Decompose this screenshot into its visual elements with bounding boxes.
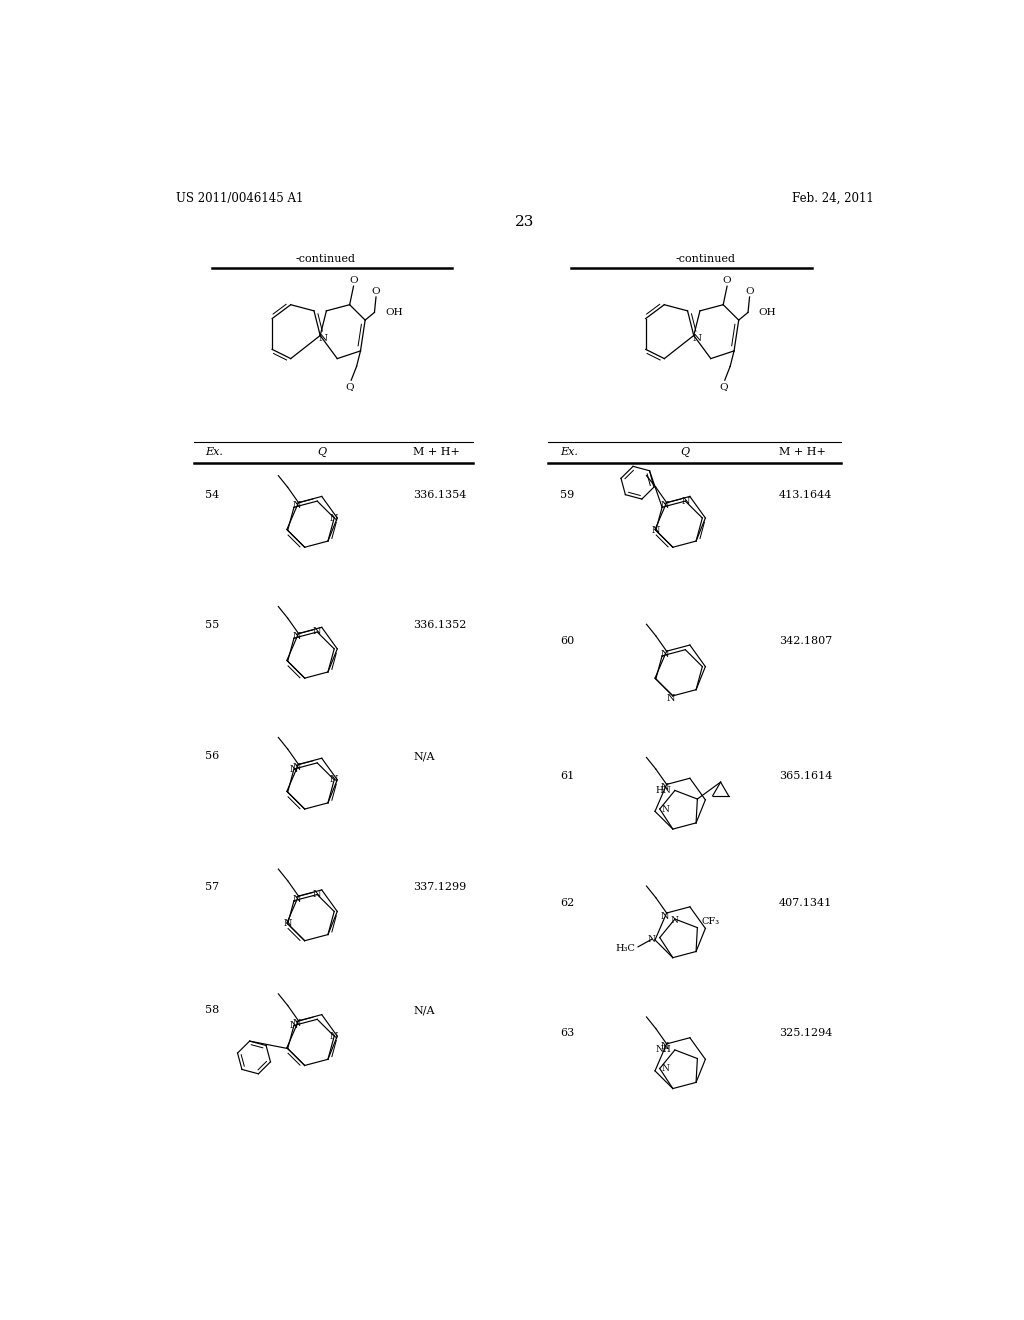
Text: US 2011/0046145 A1: US 2011/0046145 A1	[176, 191, 303, 205]
Text: 55: 55	[206, 620, 220, 631]
Text: N: N	[330, 513, 339, 523]
Text: N/A: N/A	[414, 1006, 435, 1015]
Text: 337.1299: 337.1299	[414, 882, 467, 892]
Text: 54: 54	[206, 490, 220, 499]
Text: N: N	[648, 935, 655, 944]
Text: N: N	[692, 334, 701, 343]
Text: 58: 58	[206, 1006, 220, 1015]
Text: 23: 23	[515, 215, 535, 228]
Text: N: N	[290, 764, 298, 774]
Text: N: N	[662, 804, 669, 813]
Text: N: N	[651, 525, 660, 535]
Text: M + H+: M + H+	[779, 446, 826, 457]
Text: OH: OH	[385, 308, 402, 317]
Text: Q: Q	[719, 381, 727, 391]
Text: 407.1341: 407.1341	[779, 898, 833, 908]
Text: 59: 59	[560, 490, 574, 499]
Text: N: N	[671, 916, 679, 925]
Text: N: N	[293, 895, 301, 904]
Text: N: N	[293, 632, 301, 642]
Text: O: O	[723, 276, 731, 285]
Text: Ex.: Ex.	[560, 446, 579, 457]
Text: 413.1644: 413.1644	[779, 490, 833, 499]
Text: N: N	[662, 1064, 669, 1073]
Text: -continued: -continued	[676, 253, 735, 264]
Text: HN: HN	[655, 785, 671, 795]
Text: N: N	[290, 1020, 298, 1030]
Text: 60: 60	[560, 636, 574, 645]
Text: O: O	[372, 288, 380, 296]
Text: 63: 63	[560, 1028, 574, 1039]
Text: H₃C: H₃C	[615, 944, 635, 953]
Text: O: O	[349, 276, 357, 285]
Text: N: N	[667, 694, 676, 704]
Text: N: N	[313, 890, 322, 899]
Text: 57: 57	[206, 882, 219, 892]
Text: N: N	[660, 649, 670, 659]
Text: N: N	[293, 502, 301, 510]
Text: N: N	[660, 502, 670, 510]
Text: 336.1352: 336.1352	[414, 620, 467, 631]
Text: N: N	[318, 334, 328, 343]
Text: N: N	[660, 783, 670, 792]
Text: O: O	[745, 288, 754, 296]
Text: 56: 56	[206, 751, 220, 762]
Text: N: N	[293, 763, 301, 772]
Text: NH: NH	[655, 1045, 671, 1055]
Text: CF₃: CF₃	[701, 917, 720, 925]
Text: N: N	[660, 1043, 670, 1052]
Text: OH: OH	[759, 308, 776, 317]
Text: N: N	[313, 627, 322, 636]
Text: Ex.: Ex.	[206, 446, 223, 457]
Text: 61: 61	[560, 771, 574, 780]
Text: 62: 62	[560, 898, 574, 908]
Text: Q: Q	[345, 381, 354, 391]
Text: 336.1354: 336.1354	[414, 490, 467, 499]
Text: N: N	[681, 496, 689, 506]
Text: 365.1614: 365.1614	[779, 771, 833, 780]
Text: Feb. 24, 2011: Feb. 24, 2011	[792, 191, 873, 205]
Text: -continued: -continued	[296, 253, 355, 264]
Text: N: N	[330, 1032, 339, 1040]
Text: N: N	[660, 912, 670, 920]
Text: M + H+: M + H+	[414, 446, 460, 457]
Text: Q: Q	[680, 446, 689, 457]
Text: N: N	[284, 919, 292, 928]
Text: Q: Q	[317, 446, 327, 457]
Text: N: N	[293, 1019, 301, 1028]
Text: 325.1294: 325.1294	[779, 1028, 833, 1039]
Text: 342.1807: 342.1807	[779, 636, 833, 645]
Text: N/A: N/A	[414, 751, 435, 762]
Text: N: N	[330, 775, 339, 784]
